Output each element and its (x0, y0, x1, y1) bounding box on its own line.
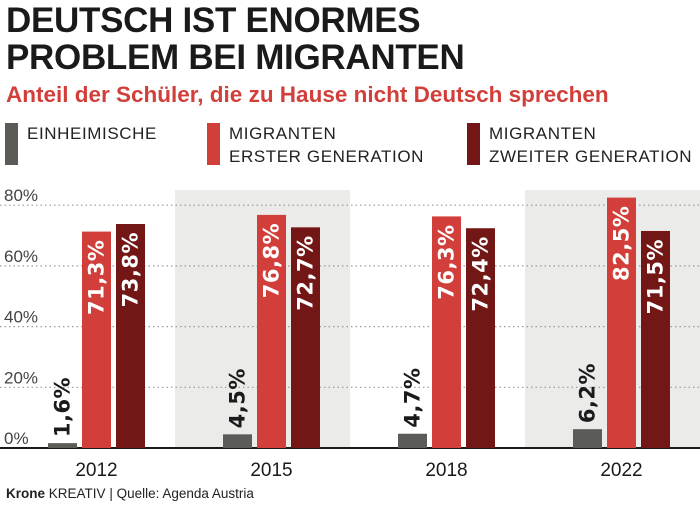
bar-2022-series-3 (641, 230, 670, 448)
bar-2022-series-1 (573, 429, 602, 448)
y-tick-label-20: 20% (4, 368, 38, 387)
bar-chart: 0% 20% 40% 60% 80% 1,6% 71,3% 73,8% 2012 4,5% 76,8… (0, 186, 700, 481)
data-label-2015-series-2: 76,8% (260, 223, 284, 298)
bar-2012-series-1 (48, 443, 77, 448)
x-tick-label-2015: 2015 (250, 460, 292, 481)
footer-source-text: | Quelle: Agenda Austria (109, 486, 254, 501)
bar-2018-series-2 (432, 216, 461, 448)
legend-label-zweite-generation: MIGRANTEN ZWEITER GENERATION (489, 124, 693, 166)
chart-title: DEUTSCH IST ENORMES PROBLEM BEI MIGRANTE… (6, 1, 465, 77)
x-tick-label-2012: 2012 (75, 460, 117, 481)
y-tick-label-80: 80% (4, 186, 38, 205)
bar-2012-series-2 (82, 231, 111, 448)
data-label-2022-series-2: 82,5% (610, 206, 634, 281)
legend-label-erste-generation: MIGRANTEN ERSTER GENERATION (229, 124, 425, 166)
y-tick-label-40: 40% (4, 308, 38, 327)
legend-item-einheimische: EINHEIMISCHE (5, 122, 257, 165)
legend-label-einheimische: EINHEIMISCHE (27, 124, 157, 143)
data-label-2012-series-1: 1,6% (51, 377, 75, 437)
bar-2018-series-3 (466, 228, 495, 448)
legend-item-zweite-generation: MIGRANTEN ZWEITER GENERATION (467, 122, 700, 168)
data-label-2018-series-1: 4,7% (401, 367, 425, 427)
footer-brand-suffix: KREATIV (48, 486, 106, 501)
footer-brand: Krone (6, 486, 46, 501)
bar-2018-series-1 (398, 433, 427, 448)
bar-2015-series-2 (257, 214, 286, 448)
legend-swatch-einheimische (5, 123, 18, 165)
data-label-2018-series-3: 72,4% (469, 236, 493, 311)
y-tick-label-60: 60% (4, 247, 38, 266)
data-label-2015-series-3: 72,7% (294, 235, 318, 310)
data-label-2018-series-2: 76,3% (435, 224, 459, 299)
footer-source: Krone KREATIV | Quelle: Agenda Austria (6, 486, 254, 501)
legend-item-erste-generation: MIGRANTEN ERSTER GENERATION (207, 122, 459, 168)
legend-swatch-erste-generation (207, 123, 220, 165)
chart-subtitle: Anteil der Schüler, die zu Hause nicht D… (6, 82, 609, 107)
data-label-2022-series-1: 6,2% (576, 363, 600, 423)
data-label-2012-series-3: 73,8% (119, 232, 143, 307)
bar-2012-series-3 (116, 223, 145, 448)
bar-2015-series-1 (223, 434, 252, 448)
bar-2015-series-3 (291, 227, 320, 448)
x-tick-label-2022: 2022 (600, 460, 642, 481)
data-label-2012-series-2: 71,3% (85, 240, 109, 315)
bar-2022-series-2 (607, 197, 636, 448)
y-tick-label-0: 0% (4, 429, 29, 448)
legend-swatch-zweite-generation (467, 123, 480, 165)
x-tick-label-2018: 2018 (425, 460, 467, 481)
data-label-2015-series-1: 4,5% (226, 368, 250, 428)
chart-legend: EINHEIMISCHE MIGRANTEN ERSTER GENERATION… (0, 122, 700, 170)
data-label-2022-series-3: 71,5% (644, 239, 668, 314)
